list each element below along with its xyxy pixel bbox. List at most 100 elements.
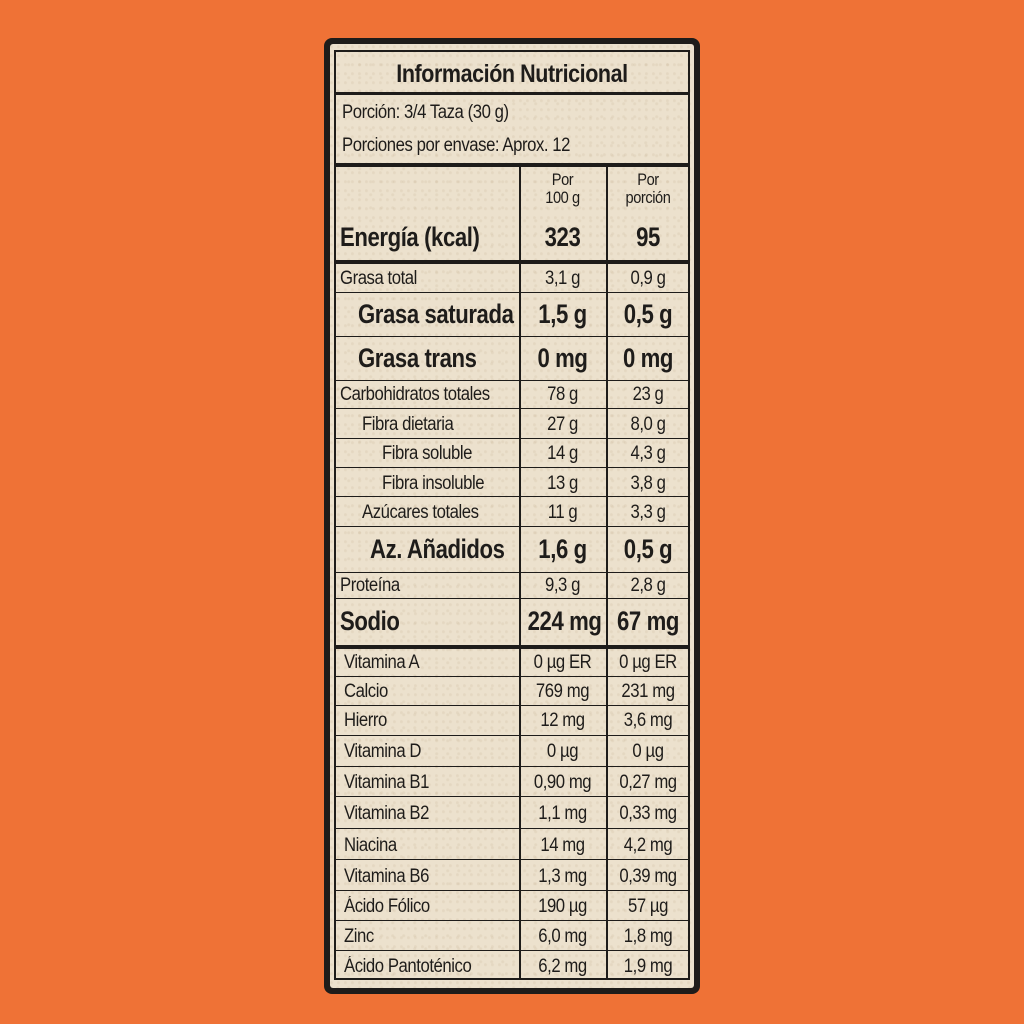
row-divider bbox=[336, 408, 688, 409]
nutrient-label: Carbohidratos totales bbox=[340, 384, 490, 405]
vitamin-label: Hierro bbox=[344, 710, 387, 731]
sodium-per100: 224 mg bbox=[527, 606, 602, 636]
row-divider bbox=[336, 735, 688, 736]
sodium-perportion: 67 mg bbox=[617, 606, 679, 636]
vitamin-per100: 6,2 mg bbox=[538, 956, 587, 977]
vitamin-label: Vitamina B1 bbox=[344, 772, 430, 793]
vitamin-perportion: 0,33 mg bbox=[619, 803, 677, 824]
nutrient-label: Grasa trans bbox=[358, 343, 477, 373]
vitamin-label: Calcio bbox=[344, 681, 388, 702]
vitamin-perportion: 0,39 mg bbox=[619, 866, 677, 887]
row-divider bbox=[336, 526, 688, 527]
vitamin-label: Vitamina D bbox=[344, 741, 422, 762]
sodium-label: Sodio bbox=[340, 606, 400, 636]
nutrient-perportion: 2,8 g bbox=[630, 575, 666, 596]
vitamin-label: Vitamina B2 bbox=[344, 803, 430, 824]
row-divider bbox=[336, 467, 688, 468]
nutrient-per100: 1,5 g bbox=[538, 299, 587, 329]
divider bbox=[336, 163, 688, 167]
vitamin-per100: 0,90 mg bbox=[533, 772, 592, 793]
vitamin-label: Vitamina A bbox=[344, 652, 420, 673]
inner-border bbox=[334, 50, 336, 980]
nutrient-per100: 27 g bbox=[547, 414, 578, 435]
nutrient-perportion: 23 g bbox=[632, 384, 664, 405]
nutrient-perportion: 0,9 g bbox=[630, 268, 666, 289]
nutrient-per100: 13 g bbox=[547, 473, 578, 494]
row-divider bbox=[336, 796, 688, 797]
inner-border bbox=[688, 50, 690, 980]
nutrient-label: Proteína bbox=[340, 575, 400, 596]
nutrient-per100: 14 g bbox=[547, 443, 578, 464]
vitamin-perportion: 0 µg bbox=[632, 741, 664, 762]
vitamin-perportion: 3,6 mg bbox=[623, 710, 673, 731]
nutrient-per100: 78 g bbox=[547, 384, 578, 405]
vitamin-perportion: 231 mg bbox=[621, 681, 675, 702]
vitamin-per100: 1,3 mg bbox=[538, 866, 587, 887]
inner-border bbox=[334, 978, 690, 980]
row-divider bbox=[336, 572, 688, 573]
energy-per100: 323 bbox=[544, 222, 581, 252]
row-divider bbox=[336, 676, 688, 677]
servings-per-container: Porciones por envase: Aprox. 12 bbox=[342, 135, 571, 156]
label-title: Información Nutricional bbox=[396, 60, 628, 88]
row-divider bbox=[336, 598, 688, 599]
nutrient-label: Fibra soluble bbox=[382, 443, 473, 464]
vitamin-label: Niacina bbox=[344, 835, 397, 856]
row-divider bbox=[336, 920, 688, 921]
vitamin-per100: 12 mg bbox=[540, 710, 585, 731]
nutrient-perportion: 3,3 g bbox=[630, 502, 666, 523]
nutrient-per100: 3,1 g bbox=[544, 268, 580, 289]
vitamin-perportion: 1,8 mg bbox=[623, 926, 673, 947]
nutrient-label: Fibra dietaria bbox=[362, 414, 454, 435]
nutrient-perportion: 0 mg bbox=[622, 343, 674, 373]
nutrition-label: Información Nutricional Porción: 3/4 Taz… bbox=[324, 38, 700, 994]
divider bbox=[336, 92, 688, 95]
vitamin-per100: 769 mg bbox=[535, 681, 590, 702]
vitamin-label: Vitamina B6 bbox=[344, 866, 430, 887]
divider bbox=[336, 645, 688, 649]
col-header-per100: Por 100 g bbox=[545, 170, 580, 207]
nutrient-perportion: 8,0 g bbox=[630, 414, 666, 435]
col-header-perportion: Por porción bbox=[625, 170, 671, 207]
nutrient-perportion: 4,3 g bbox=[630, 443, 666, 464]
row-divider bbox=[336, 950, 688, 951]
row-divider bbox=[336, 766, 688, 767]
divider bbox=[336, 260, 688, 264]
nutrient-label: Grasa saturada bbox=[358, 299, 514, 329]
nutrient-perportion: 0,5 g bbox=[623, 534, 673, 564]
vitamin-per100: 1,1 mg bbox=[538, 803, 587, 824]
nutrient-label: Fibra insoluble bbox=[382, 473, 485, 494]
vitamin-per100: 6,0 mg bbox=[538, 926, 587, 947]
energy-perportion: 95 bbox=[636, 222, 660, 252]
nutrient-per100: 1,6 g bbox=[538, 534, 587, 564]
vitamin-per100: 0 µg bbox=[546, 741, 579, 762]
vitamin-perportion: 0,27 mg bbox=[619, 772, 677, 793]
row-divider bbox=[336, 890, 688, 891]
row-divider bbox=[336, 705, 688, 706]
row-divider bbox=[336, 859, 688, 860]
nutrition-label-panel: Información Nutricional Porción: 3/4 Taz… bbox=[330, 44, 694, 988]
nutrient-perportion: 3,8 g bbox=[630, 473, 666, 494]
vitamin-label: Zinc bbox=[344, 926, 374, 947]
nutrient-label: Azúcares totales bbox=[362, 502, 479, 523]
vitamin-perportion: 0 µg ER bbox=[619, 652, 677, 673]
vitamin-per100: 0 µg ER bbox=[533, 652, 592, 673]
vitamin-label: Ácido Pantoténico bbox=[344, 956, 472, 977]
row-divider bbox=[336, 336, 688, 337]
row-divider bbox=[336, 828, 688, 829]
nutrient-perportion: 0,5 g bbox=[623, 299, 673, 329]
column-separator bbox=[606, 167, 608, 979]
column-separator bbox=[519, 167, 521, 979]
row-divider bbox=[336, 438, 688, 439]
vitamin-label: Ácido Fólico bbox=[344, 896, 430, 917]
row-divider bbox=[336, 292, 688, 293]
row-divider bbox=[336, 496, 688, 497]
inner-border bbox=[334, 50, 690, 52]
serving-size: Porción: 3/4 Taza (30 g) bbox=[342, 102, 509, 123]
nutrient-label: Az. Añadidos bbox=[370, 534, 505, 564]
nutrient-per100: 9,3 g bbox=[544, 575, 580, 596]
vitamin-perportion: 57 µg bbox=[628, 896, 668, 917]
vitamin-perportion: 1,9 mg bbox=[623, 956, 673, 977]
vitamin-per100: 14 mg bbox=[540, 835, 585, 856]
row-divider bbox=[336, 380, 688, 381]
